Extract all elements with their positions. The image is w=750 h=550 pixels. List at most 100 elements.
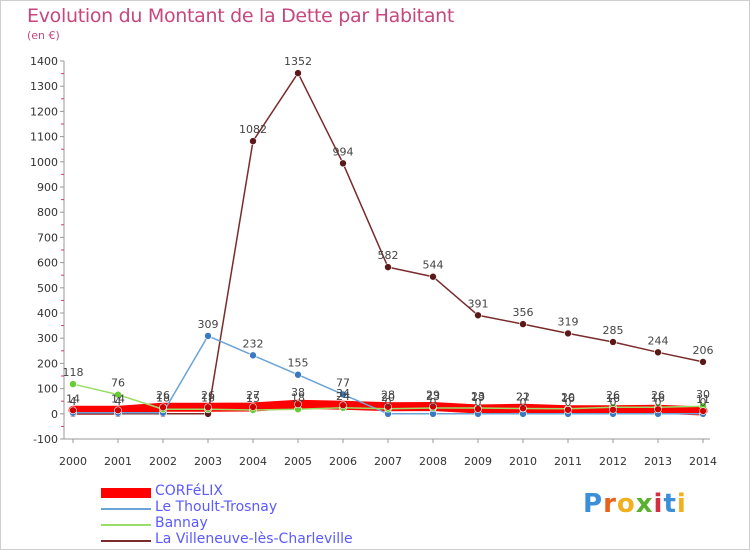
series-point xyxy=(609,405,617,414)
data-label: 22 xyxy=(516,390,530,403)
data-label: 4 xyxy=(70,395,77,408)
data-label: 16 xyxy=(606,392,620,405)
series-point xyxy=(204,332,212,340)
data-label: 391 xyxy=(468,297,489,310)
data-label: 23 xyxy=(471,390,485,403)
x-tick-label: 2009 xyxy=(464,455,492,468)
data-label: 0 xyxy=(385,396,392,409)
series-point xyxy=(564,405,572,414)
x-tick-label: 2012 xyxy=(599,455,627,468)
data-label: 26 xyxy=(201,389,215,402)
data-label: 34 xyxy=(336,387,350,400)
series-point xyxy=(519,320,527,328)
series-point xyxy=(429,402,437,411)
series-point xyxy=(69,406,77,415)
data-label: 14 xyxy=(66,392,80,405)
y-tick-label: 1400 xyxy=(30,55,58,68)
data-label: 38 xyxy=(291,386,305,399)
legend-swatch xyxy=(101,488,151,498)
data-label: 11 xyxy=(696,393,710,406)
data-label: 26 xyxy=(651,389,665,402)
legend-label: Bannay xyxy=(155,515,208,531)
data-label: 20 xyxy=(561,391,575,404)
series-point xyxy=(699,358,707,366)
data-label: 582 xyxy=(378,249,399,262)
data-label: 0 xyxy=(610,396,617,409)
data-label: 206 xyxy=(693,344,714,357)
data-label: 77 xyxy=(336,376,350,389)
series-point xyxy=(564,329,572,338)
chart-subtitle: (en €) xyxy=(27,29,60,42)
series-point xyxy=(69,380,77,388)
data-label: 309 xyxy=(198,318,219,331)
series-point xyxy=(474,311,482,320)
data-label: 24 xyxy=(336,390,350,403)
data-label: 15 xyxy=(246,392,260,405)
legend-swatch xyxy=(101,524,151,526)
data-label: 544 xyxy=(423,259,444,272)
x-tick-label: 2006 xyxy=(329,455,357,468)
data-label: 29 xyxy=(426,388,440,401)
series-point xyxy=(339,159,347,168)
data-label: 16 xyxy=(561,392,575,405)
y-tick-label: 0 xyxy=(51,408,58,421)
data-label: 118 xyxy=(63,366,84,379)
data-label: 28 xyxy=(381,389,395,402)
y-tick-label: 500 xyxy=(37,282,58,295)
y-tick-label: 200 xyxy=(37,357,58,370)
x-tick-label: 2010 xyxy=(509,455,537,468)
series-point xyxy=(294,400,302,409)
data-label: 4 xyxy=(115,395,122,408)
y-tick-label: 100 xyxy=(37,383,58,396)
x-tick-label: 2013 xyxy=(644,455,672,468)
x-tick-label: 2007 xyxy=(374,455,402,468)
data-label: 994 xyxy=(333,145,354,158)
data-label: 0 xyxy=(520,396,527,409)
series-point xyxy=(339,401,347,410)
series-point xyxy=(294,69,302,77)
legend-swatch xyxy=(101,508,151,510)
x-tick-label: 2014 xyxy=(689,455,717,468)
series-point xyxy=(384,402,392,411)
data-label: 19 xyxy=(471,391,485,404)
series-point xyxy=(699,407,707,415)
data-label: 285 xyxy=(603,324,624,337)
data-label: 27 xyxy=(246,389,260,402)
series-point xyxy=(429,272,437,281)
data-label: 1352 xyxy=(284,55,312,68)
data-label: 356 xyxy=(513,306,534,319)
series-point xyxy=(114,406,122,415)
x-tick-label: 2004 xyxy=(239,455,267,468)
data-label: 319 xyxy=(558,315,579,328)
chart-title: Evolution du Montant de la Dette par Hab… xyxy=(27,5,455,27)
data-label: 244 xyxy=(648,334,669,347)
data-label: 26 xyxy=(156,389,170,402)
series-point xyxy=(294,370,302,379)
x-tick-label: 2002 xyxy=(149,455,177,468)
series-point xyxy=(249,351,257,360)
y-tick-label: 1300 xyxy=(30,80,58,93)
data-label: 1082 xyxy=(239,123,267,136)
series-point xyxy=(159,403,167,412)
data-label: 21 xyxy=(516,391,530,404)
y-tick-label: 300 xyxy=(37,332,58,345)
series-point xyxy=(249,403,257,411)
legend-label: La Villeneuve-lès-Charleville xyxy=(155,531,353,547)
series-point xyxy=(474,405,482,413)
y-tick-label: 1100 xyxy=(30,131,58,144)
proxiti-logo: Proxiti xyxy=(583,489,687,519)
data-label: 23 xyxy=(426,390,440,403)
series-point xyxy=(114,390,122,399)
x-tick-label: 2011 xyxy=(554,455,582,468)
data-label: 18 xyxy=(651,391,665,404)
y-tick-label: 900 xyxy=(37,181,58,194)
data-label: 20 xyxy=(381,391,395,404)
data-label: 30 xyxy=(696,388,710,401)
series-point xyxy=(339,390,347,399)
series-point xyxy=(249,137,257,145)
series-line-3 xyxy=(72,72,704,415)
data-label: 0 xyxy=(700,396,707,409)
data-label: 0 xyxy=(655,396,662,409)
